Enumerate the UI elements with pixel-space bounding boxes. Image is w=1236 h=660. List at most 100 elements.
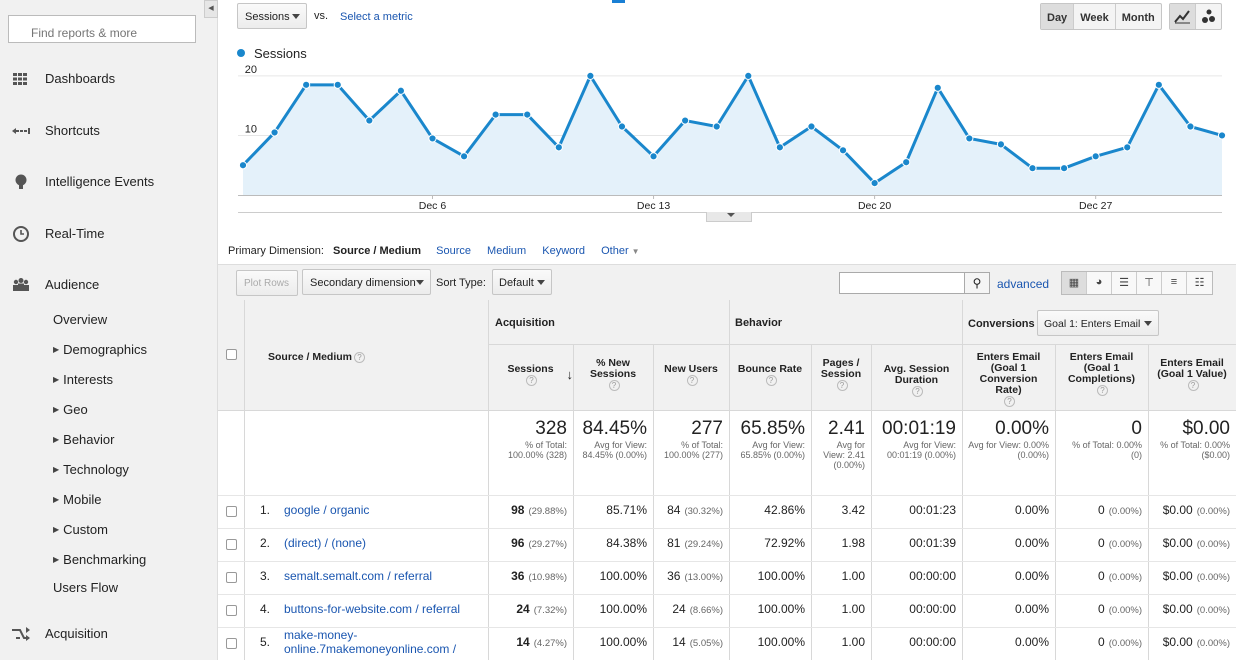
column-header[interactable]: Sessions? ↓ bbox=[492, 364, 573, 386]
source-medium-link[interactable]: google / organic bbox=[284, 503, 370, 517]
source-medium-link[interactable]: buttons-for-website.com / referral bbox=[284, 602, 461, 616]
nav-label: Shortcuts bbox=[45, 123, 100, 138]
new-sessions-cell: 85.71% bbox=[577, 503, 647, 517]
nav-mobile[interactable]: ▶ Mobile bbox=[53, 492, 101, 507]
nav-sub-label: Mobile bbox=[63, 492, 102, 507]
help-icon[interactable]: ? bbox=[1004, 396, 1015, 407]
column-header[interactable]: Enters Email (Goal 1 Value)? bbox=[1152, 358, 1232, 391]
dimension-medium-link[interactable]: Medium bbox=[487, 245, 527, 257]
secondary-dimension-label: Secondary dimension bbox=[310, 277, 416, 289]
help-icon[interactable]: ? bbox=[1187, 380, 1199, 391]
nav-overview[interactable]: Overview bbox=[53, 312, 107, 327]
bar-view-button[interactable]: ☰ bbox=[1112, 272, 1137, 294]
row-checkbox[interactable] bbox=[226, 572, 237, 583]
row-checkbox[interactable] bbox=[226, 638, 237, 649]
nav-users-flow[interactable]: Users Flow bbox=[53, 580, 118, 595]
nav-real-time[interactable]: Real-Time bbox=[0, 219, 218, 249]
source-medium-link[interactable]: make-money- bbox=[284, 628, 358, 642]
period-month-button[interactable]: Month bbox=[1121, 12, 1155, 24]
data-point bbox=[302, 80, 311, 89]
goal-value-cell: $0.00 (0.00%) bbox=[1152, 536, 1230, 550]
nav-shortcuts[interactable]: Shortcuts bbox=[0, 116, 218, 146]
dimension-source-link[interactable]: Source bbox=[436, 245, 471, 257]
sort-desc-icon[interactable]: ↓ bbox=[566, 367, 574, 382]
nav-benchmarking[interactable]: ▶ Benchmarking bbox=[53, 552, 146, 567]
pages-per-session-cell: 1.00 bbox=[815, 569, 865, 583]
data-point bbox=[491, 110, 500, 119]
period-week-button[interactable]: Week bbox=[1074, 4, 1116, 29]
secondary-dimension-dropdown[interactable]: Secondary dimension bbox=[302, 269, 431, 295]
period-day-button[interactable]: Day bbox=[1041, 4, 1075, 29]
column-header[interactable]: Enters Email (Goal 1 Completions)? bbox=[1059, 352, 1144, 396]
sessions-cell-value: 98 bbox=[511, 503, 525, 517]
nav-label: Dashboards bbox=[45, 71, 116, 86]
column-header[interactable]: New Users? bbox=[657, 364, 725, 386]
dimension-keyword-link[interactable]: Keyword bbox=[542, 245, 586, 257]
y-tick-label: 20 bbox=[245, 64, 257, 76]
collapse-sidebar-button[interactable]: ◀ bbox=[204, 0, 218, 18]
dimension-header[interactable]: Source / Medium? bbox=[268, 352, 366, 363]
column-header[interactable]: Pages / Session? bbox=[815, 358, 867, 391]
row-checkbox[interactable] bbox=[226, 539, 237, 550]
new-users-cell-value: 84 bbox=[667, 503, 681, 517]
nav-intelligence-events[interactable]: Intelligence Events bbox=[0, 167, 218, 197]
chart-resize-handle[interactable] bbox=[706, 212, 752, 222]
help-icon[interactable]: ? bbox=[354, 352, 366, 363]
goal-value-cell: $0.00 (0.00%) bbox=[1152, 569, 1230, 583]
nav-interests[interactable]: ▶ Interests bbox=[53, 372, 113, 387]
select-all-checkbox[interactable] bbox=[226, 349, 237, 360]
search-input[interactable] bbox=[8, 15, 196, 43]
data-point bbox=[902, 158, 911, 167]
plot-rows-button[interactable]: Plot Rows bbox=[236, 270, 298, 296]
dimension-other-dropdown[interactable]: Other ▼ bbox=[601, 245, 640, 257]
people-icon bbox=[13, 278, 29, 291]
nav-technology[interactable]: ▶ Technology bbox=[53, 462, 129, 477]
nav-dashboards[interactable]: Dashboards bbox=[0, 64, 218, 94]
acquisition-group-label: Acquisition bbox=[495, 317, 555, 329]
help-icon[interactable]: ? bbox=[836, 380, 848, 391]
legend-dot bbox=[237, 49, 245, 57]
column-header[interactable]: % New Sessions? bbox=[577, 358, 649, 391]
nav-audience[interactable]: Audience bbox=[0, 270, 218, 300]
data-table-view-button[interactable]: ▦ bbox=[1062, 272, 1087, 294]
new-sessions-cell-value: 100.00% bbox=[599, 635, 647, 649]
help-icon[interactable]: ? bbox=[912, 386, 923, 397]
table-search-input[interactable] bbox=[839, 272, 965, 294]
completions-cell-percent: (0.00%) bbox=[1108, 605, 1142, 616]
new-users-cell-percent: (30.32%) bbox=[684, 506, 723, 517]
row-checkbox[interactable] bbox=[226, 605, 237, 616]
column-header[interactable]: Avg. Session Duration? bbox=[875, 364, 958, 397]
motion-chart-button[interactable] bbox=[1196, 4, 1221, 29]
goal-dropdown[interactable]: Goal 1: Enters Email bbox=[1037, 310, 1159, 336]
help-icon[interactable]: ? bbox=[526, 375, 537, 386]
nav-custom[interactable]: ▶ Custom bbox=[53, 522, 108, 537]
line-chart-button[interactable] bbox=[1170, 4, 1196, 29]
metric-dropdown[interactable]: Sessions bbox=[237, 3, 307, 29]
row-checkbox[interactable] bbox=[226, 506, 237, 517]
select-metric-link[interactable]: Select a metric bbox=[340, 11, 413, 23]
nav-acquisition[interactable]: Acquisition bbox=[0, 619, 218, 649]
advanced-filter-link[interactable]: advanced bbox=[997, 277, 1050, 291]
term-cloud-view-button[interactable]: ≡ bbox=[1162, 272, 1187, 294]
source-medium-link[interactable]: semalt.semalt.com / referral bbox=[284, 569, 433, 583]
row-divider bbox=[218, 528, 1236, 529]
table-search-button[interactable]: ⚲ bbox=[964, 272, 990, 294]
comparison-view-button[interactable]: ⊤ bbox=[1137, 272, 1162, 294]
pie-view-button[interactable]: ◕ bbox=[1087, 272, 1112, 294]
nav-demographics[interactable]: ▶ Demographics bbox=[53, 342, 147, 357]
help-icon[interactable]: ? bbox=[608, 380, 620, 391]
help-icon[interactable]: ? bbox=[1097, 385, 1108, 396]
source-medium-link[interactable]: online.7makemoneyonline.com / bbox=[284, 642, 457, 656]
col-divider bbox=[962, 300, 963, 660]
source-medium-link[interactable]: (direct) / (none) bbox=[284, 536, 367, 550]
nav-geo[interactable]: ▶ Geo bbox=[53, 402, 88, 417]
column-header[interactable]: Bounce Rate? bbox=[733, 364, 807, 386]
help-icon[interactable]: ? bbox=[686, 375, 698, 386]
help-icon[interactable]: ? bbox=[765, 375, 777, 386]
pivot-view-button[interactable]: ☷ bbox=[1187, 272, 1212, 294]
expand-arrow-icon: ▶ bbox=[53, 405, 60, 414]
nav-behavior[interactable]: ▶ Behavior bbox=[53, 432, 114, 447]
loading-indicator bbox=[612, 0, 625, 3]
column-header[interactable]: Enters Email (Goal 1 Conversion Rate)? bbox=[966, 352, 1051, 407]
sort-type-dropdown[interactable]: Default bbox=[492, 269, 552, 295]
